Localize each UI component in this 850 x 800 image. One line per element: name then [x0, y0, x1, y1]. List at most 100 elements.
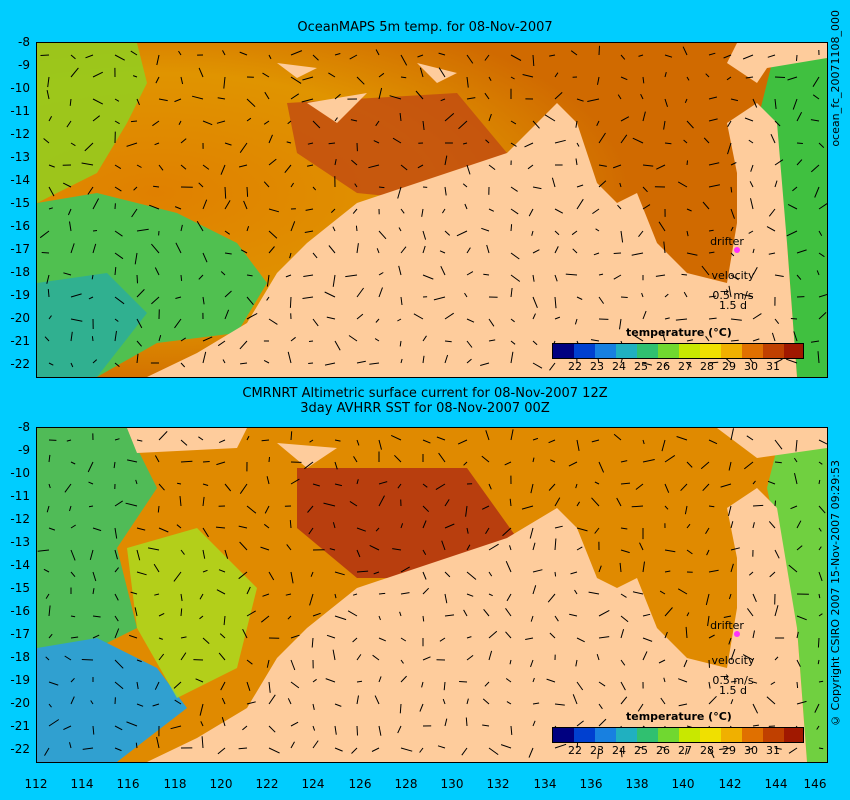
current-vector: [400, 76, 407, 79]
current-vector: [70, 571, 76, 578]
current-vector: [378, 186, 385, 189]
current-vector: [442, 698, 446, 705]
current-vector: [787, 203, 798, 210]
current-vector: [304, 230, 314, 233]
current-vector: [202, 637, 210, 644]
x-tick: 140: [671, 777, 695, 791]
current-vector: [597, 76, 600, 85]
current-vector: [264, 91, 270, 100]
current-vector: [90, 700, 94, 705]
current-vector: [64, 655, 72, 661]
current-vector: [157, 505, 160, 513]
current-vector: [246, 296, 254, 306]
current-vector: [728, 637, 732, 645]
current-vector: [334, 340, 341, 351]
current-vector: [570, 571, 578, 575]
current-vector: [617, 204, 622, 210]
current-vector: [812, 76, 820, 87]
current-vector: [510, 54, 522, 61]
current-vector: [591, 497, 600, 507]
current-vector: [708, 118, 718, 122]
current-vector: [422, 571, 427, 580]
current-vector: [433, 296, 446, 301]
colorbar-tick: 31: [766, 744, 780, 757]
current-vector: [730, 162, 737, 166]
current-vector: [532, 585, 537, 595]
current-vector: [796, 54, 798, 61]
current-vector: [180, 274, 183, 281]
current-vector: [290, 50, 303, 56]
current-vector: [466, 527, 469, 534]
current-vector: [260, 615, 270, 623]
current-vector: [422, 335, 427, 342]
current-vector: [266, 296, 270, 301]
colorbar-cell: [763, 728, 784, 742]
current-vector: [130, 591, 138, 595]
current-vector: [466, 97, 476, 100]
current-vector: [510, 76, 515, 80]
current-vector: [260, 546, 270, 551]
colorbar-cell: [763, 344, 784, 358]
current-vector: [70, 696, 75, 705]
current-vector: [158, 653, 165, 661]
current-vector: [466, 636, 472, 639]
current-vector: [312, 318, 319, 327]
current-vector: [153, 185, 160, 188]
current-vector: [289, 252, 292, 259]
current-vector: [642, 561, 645, 573]
current-vector: [440, 98, 446, 102]
current-vector: [224, 549, 229, 559]
current-vector: [48, 681, 59, 686]
current-vector: [114, 296, 125, 305]
current-vector: [574, 318, 578, 325]
colorbar-tick: 29: [722, 744, 736, 757]
current-vector: [686, 230, 689, 237]
current-vector: [154, 681, 160, 690]
current-vector: [284, 164, 292, 174]
current-vector: [532, 677, 535, 683]
current-vector: [84, 142, 94, 152]
current-vector: [659, 746, 666, 749]
current-vector: [356, 654, 362, 661]
current-vector: [246, 312, 258, 320]
current-vector: [639, 542, 644, 551]
current-vector: [158, 612, 165, 617]
current-vector: [378, 72, 385, 78]
current-vector: [246, 117, 252, 122]
current-vector: [752, 98, 758, 108]
current-vector: [114, 267, 117, 276]
current-vector: [463, 461, 468, 466]
current-vector: [437, 745, 446, 749]
current-vector: [620, 54, 626, 60]
current-vector: [664, 317, 670, 320]
x-tick: 112: [24, 777, 48, 791]
current-vector: [619, 562, 622, 573]
colorbar-cell: [574, 344, 595, 358]
current-vector: [730, 252, 735, 257]
current-vector: [774, 274, 784, 277]
current-vector: [818, 613, 823, 617]
current-vector: [587, 98, 600, 102]
current-vector: [196, 221, 204, 232]
current-vector: [664, 454, 676, 463]
current-vector: [768, 208, 776, 217]
current-vector: [224, 309, 230, 320]
current-vector: [686, 76, 690, 81]
current-vector: [620, 230, 624, 243]
current-vector: [268, 694, 276, 705]
current-vector: [312, 612, 321, 617]
current-vector: [356, 439, 360, 446]
colorbar-tick: 25: [634, 360, 648, 373]
current-vector: [238, 571, 248, 580]
current-vector: [376, 248, 380, 254]
y-tick: -12: [10, 512, 30, 526]
current-vector: [246, 186, 249, 197]
current-vector: [752, 724, 759, 727]
current-vector: [705, 336, 710, 342]
current-vector: [730, 226, 734, 232]
colorbar-title: temperature (°C): [626, 326, 732, 339]
current-vector: [312, 703, 315, 711]
current-vector: [352, 637, 358, 643]
current-vector: [742, 654, 754, 661]
current-vector: [114, 747, 122, 752]
